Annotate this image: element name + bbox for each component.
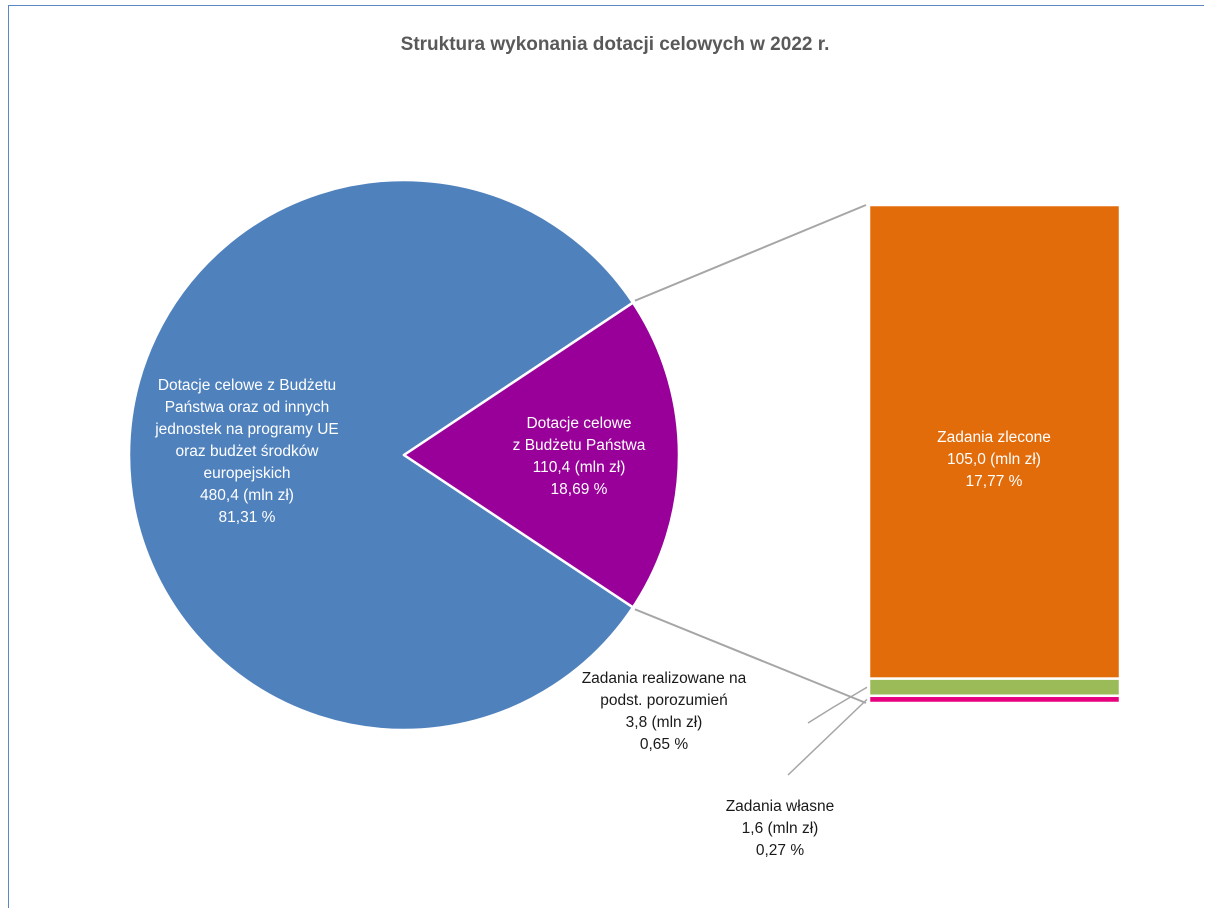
bar-label-zadania-wlasne: Zadania własne 1,6 (mln zł) 0,27 % — [726, 798, 835, 859]
stacked-bar — [867, 203, 1122, 705]
pie-label-others: Dotacje celowe z Budżetu Państwa oraz od … — [154, 377, 339, 526]
leader-line-zadania-wlasne — [787, 698, 868, 776]
pie-label-others-line: 81,31 % — [219, 509, 276, 526]
chart-title: Struktura wykonania dotacji celowych w 2… — [401, 34, 830, 55]
pie-label-others-line: europejskich — [203, 465, 290, 482]
pie-label-state-budget: Dotacje celowe z Budżetu Państwa 110,4 (ml… — [513, 415, 646, 498]
pie-slice-others — [127, 178, 635, 732]
pie-slice-state-budget — [402, 301, 681, 609]
leader-line-porozumienia — [807, 686, 868, 724]
pie-label-state-budget-line: 110,4 (mln zł) — [533, 459, 626, 476]
bar-label-porozumienia-line: 0,65 % — [640, 736, 688, 753]
pie-group — [127, 178, 681, 732]
connector-line-top — [634, 204, 867, 302]
pie-label-others-line: 480,4 (mln zł) — [200, 487, 294, 504]
connector-line-bottom — [634, 608, 867, 704]
bar-label-zadania-wlasne-line: Zadania własne — [726, 798, 835, 815]
pie-label-state-budget-line: z Budżetu Państwa — [513, 437, 646, 454]
data-labels: Dotacje celowe z Budżetu Państwa oraz od … — [154, 377, 1051, 859]
bar-label-zadania-wlasne-line: 0,27 % — [756, 842, 804, 859]
pie-label-state-budget-line: 18,69 % — [551, 481, 608, 498]
pie-label-others-line: Dotacje celowe z Budżetu — [158, 377, 336, 394]
bar-label-porozumienia-line: 3,8 (mln zł) — [626, 714, 703, 731]
connector-lines — [634, 204, 868, 776]
pie-label-others-line: Państwa oraz od innych — [165, 399, 330, 416]
bar-label-zadania-zlecone-line: 17,77 % — [966, 473, 1023, 490]
bar-label-zadania-zlecone: Zadania zlecone 105,0 (mln zł) 17,77 % — [937, 429, 1051, 490]
bar-label-zadania-zlecone-line: Zadania zlecone — [937, 429, 1051, 446]
bar-label-porozumienia-line: Zadania realizowane na — [582, 670, 747, 687]
chart-frame — [8, 5, 1204, 908]
pie-label-state-budget-line: Dotacje celowe — [526, 415, 631, 432]
bar-segment-zadania-wlasne — [867, 694, 1122, 705]
bar-segment-porozumienia — [867, 677, 1122, 698]
bar-label-porozumienia: Zadania realizowane na podst. porozumień 3… — [582, 670, 747, 753]
bar-label-porozumienia-line: podst. porozumień — [600, 692, 728, 709]
bar-label-zadania-zlecone-line: 105,0 (mln zł) — [947, 451, 1041, 468]
pie-label-others-line: jednostek na programy UE — [154, 421, 339, 438]
pie-label-others-line: oraz budżet środków — [175, 443, 319, 460]
bar-label-zadania-wlasne-line: 1,6 (mln zł) — [742, 820, 819, 837]
